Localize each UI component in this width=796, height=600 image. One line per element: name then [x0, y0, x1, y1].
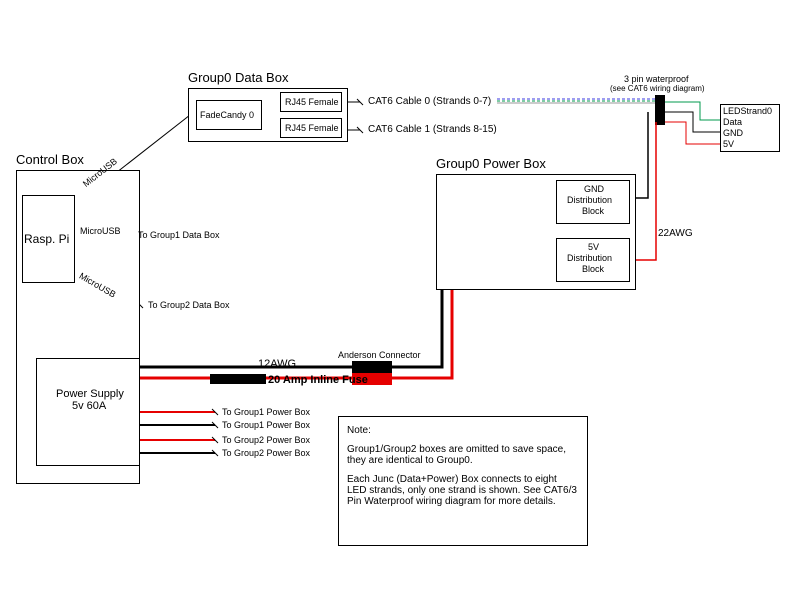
ledstrand-title: LEDStrand0: [723, 106, 772, 116]
to-group2-power-red: To Group2 Power Box: [222, 435, 310, 445]
to-group1-data-label: To Group1 Data Box: [138, 230, 220, 240]
group0-data-box-title: Group0 Data Box: [188, 70, 288, 85]
ledstrand-5v: 5V: [723, 139, 734, 149]
to-group2-power-blk: To Group2 Power Box: [222, 448, 310, 458]
ledstrand-data: Data: [723, 117, 742, 127]
gnd-block-2: Distribution: [567, 195, 612, 205]
fuse-label: 20 Amp Inline Fuse: [268, 374, 368, 386]
v5-block-3: Block: [582, 264, 604, 274]
note-p2: Each Junc (Data+Power) Box connects to e…: [347, 474, 579, 507]
fadecandy-label: FadeCandy 0: [200, 110, 254, 120]
psu-label-1: Power Supply: [56, 388, 124, 400]
group0-power-box-title: Group0 Power Box: [436, 156, 546, 171]
control-box-title: Control Box: [16, 152, 84, 167]
raspi-label: Rasp. Pi: [24, 232, 69, 246]
v5-block-2: Distribution: [567, 253, 612, 263]
cat6-0-label: CAT6 Cable 0 (Strands 0-7): [368, 96, 491, 107]
gnd-block-3: Block: [582, 206, 604, 216]
cat6-1-label: CAT6 Cable 1 (Strands 8-15): [368, 124, 497, 135]
awg22-label: 22AWG: [658, 228, 693, 239]
to-group1-power-red: To Group1 Power Box: [222, 407, 310, 417]
note-box: Note: Group1/Group2 boxes are omitted to…: [338, 416, 588, 546]
rj45-label-0: RJ45 Female: [285, 97, 339, 107]
psu-label-2: 5v 60A: [72, 400, 106, 412]
v5-block-1: 5V: [588, 242, 599, 252]
anderson-label: Anderson Connector: [338, 350, 421, 360]
gnd-block-1: GND: [584, 184, 604, 194]
microusb-label-2: MicroUSB: [80, 226, 121, 236]
three-pin-label-1: 3 pin waterproof: [624, 74, 689, 84]
note-p1: Group1/Group2 boxes are omitted to save …: [347, 444, 579, 466]
psu-box: [36, 358, 140, 466]
three-pin-label-2: (see CAT6 wiring diagram): [610, 84, 705, 93]
to-group2-data-label: To Group2 Data Box: [148, 300, 230, 310]
awg12-label: 12AWG: [258, 358, 296, 370]
note-title: Note:: [347, 425, 579, 436]
ledstrand-gnd: GND: [723, 128, 743, 138]
rj45-label-1: RJ45 Female: [285, 123, 339, 133]
to-group1-power-blk: To Group1 Power Box: [222, 420, 310, 430]
